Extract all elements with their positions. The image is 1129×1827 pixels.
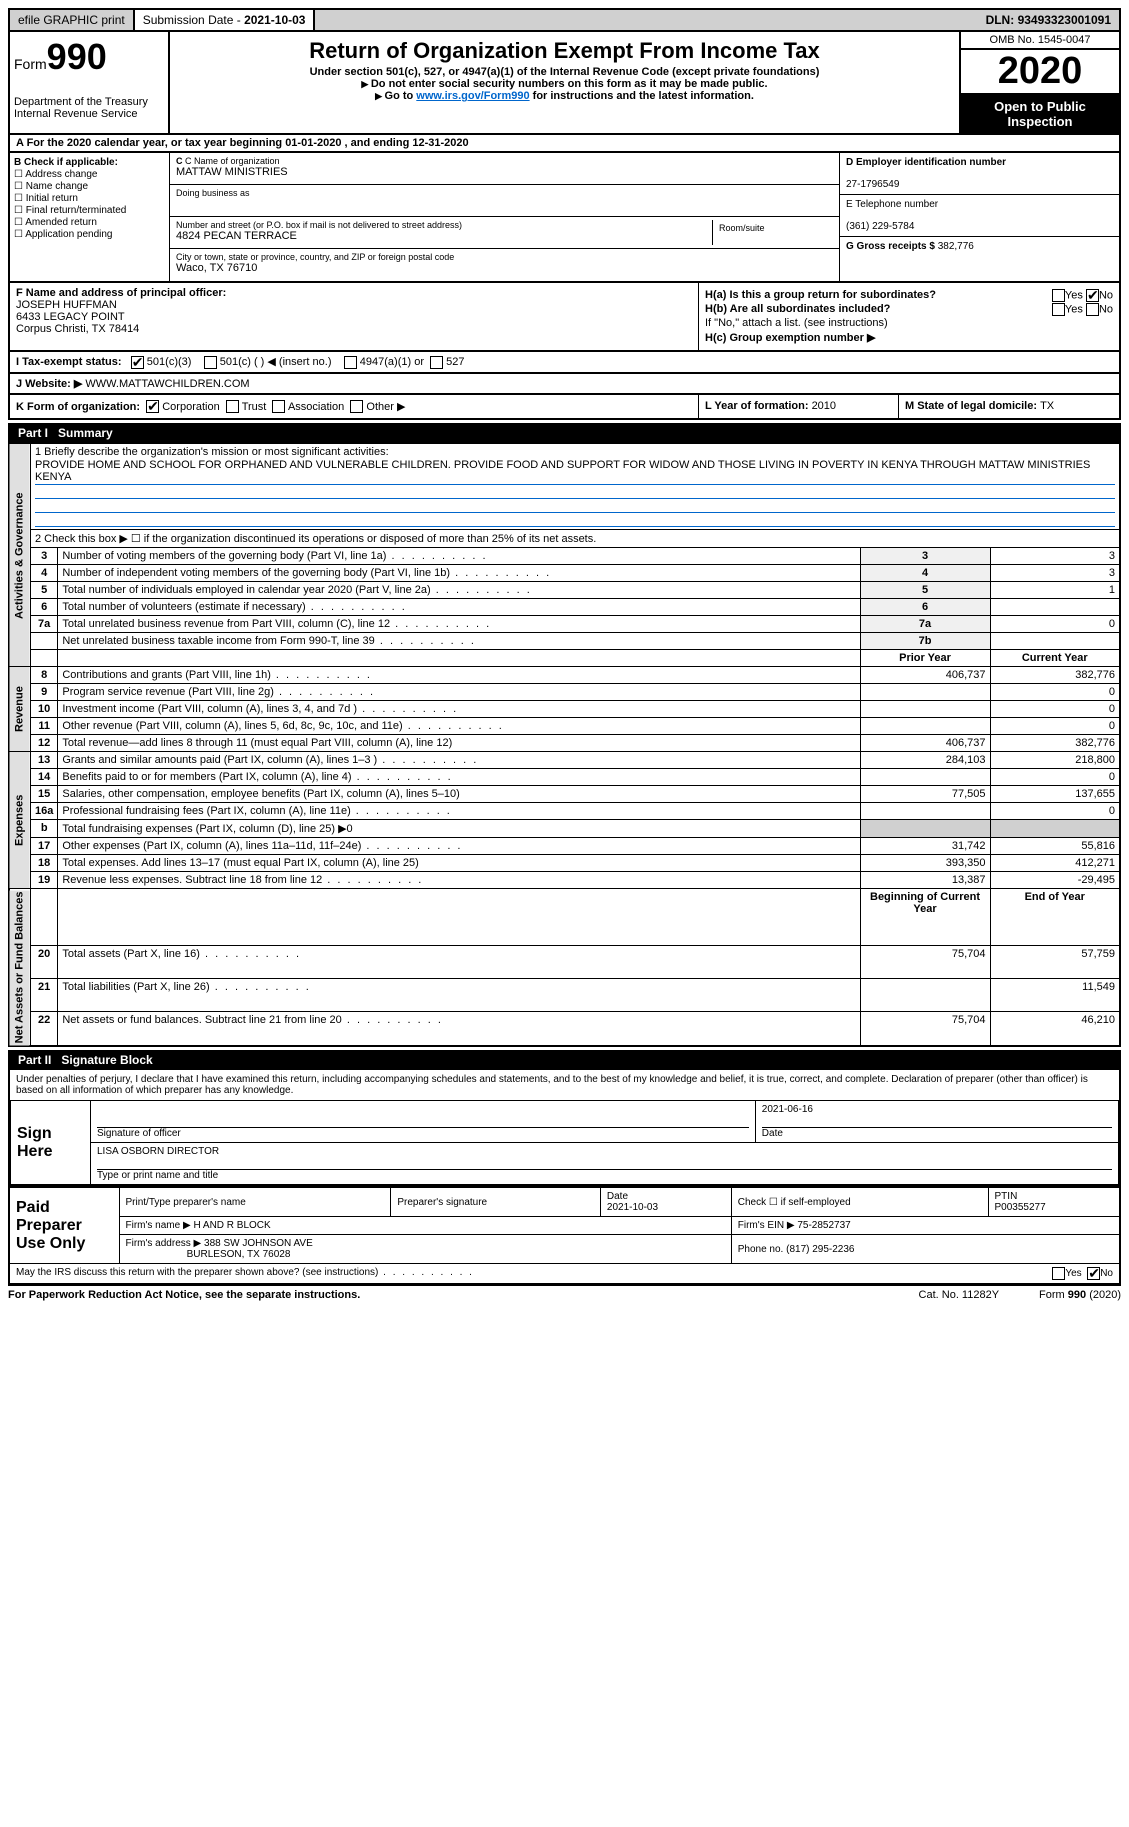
city-field: City or town, state or province, country… xyxy=(170,249,839,281)
vtab-governance: Activities & Governance xyxy=(9,444,31,667)
irs-discuss-row: May the IRS discuss this return with the… xyxy=(9,1264,1120,1285)
chk-final[interactable]: ☐ Final return/terminated xyxy=(14,205,165,216)
column-c: C C Name of organization MATTAW MINISTRI… xyxy=(170,153,839,281)
chk-527[interactable] xyxy=(430,356,443,369)
firm-phone-cell: Phone no. (817) 295-2236 xyxy=(731,1235,1120,1264)
signature-block: Under penalties of perjury, I declare th… xyxy=(8,1070,1121,1187)
header-center: Return of Organization Exempt From Incom… xyxy=(170,32,959,133)
form-title: Return of Organization Exempt From Incom… xyxy=(178,38,951,64)
part2-bar: Part II Signature Block xyxy=(8,1050,1121,1070)
header-right: OMB No. 1545-0047 2020 Open to Public In… xyxy=(959,32,1119,133)
hb-yes[interactable] xyxy=(1052,303,1065,316)
section-fh: F Name and address of principal officer:… xyxy=(8,283,1121,352)
dept-label: Department of the Treasury Internal Reve… xyxy=(14,96,164,120)
pra-notice: For Paperwork Reduction Act Notice, see … xyxy=(8,1289,360,1301)
q2-row: 2 Check this box ▶ ☐ if the organization… xyxy=(31,530,1121,548)
chk-trust[interactable] xyxy=(226,400,239,413)
chk-corp[interactable] xyxy=(146,400,159,413)
l-year: L Year of formation: 2010 xyxy=(699,395,899,419)
phone-field: E Telephone number (361) 229-5784 xyxy=(840,195,1119,237)
irs-no[interactable] xyxy=(1087,1267,1100,1280)
chk-assoc[interactable] xyxy=(272,400,285,413)
address-field: Number and street (or P.O. box if mail i… xyxy=(170,217,839,249)
cat-no: Cat. No. 11282Y xyxy=(919,1289,1000,1301)
irs-link[interactable]: www.irs.gov/Form990 xyxy=(416,90,529,102)
subtitle-1: Under section 501(c), 527, or 4947(a)(1)… xyxy=(178,66,951,78)
firm-ein-cell: Firm's EIN ▶ 75-2852737 xyxy=(731,1217,1120,1235)
firm-addr-cell: Firm's address ▶ 388 SW JOHNSON AVE BURL… xyxy=(119,1235,731,1264)
row-a: A For the 2020 calendar year, or tax yea… xyxy=(8,135,1121,153)
chk-501c3[interactable] xyxy=(131,356,144,369)
tax-status-row: I Tax-exempt status: 501(c)(3) 501(c) ( … xyxy=(8,352,1121,374)
dba-field: Doing business as xyxy=(170,185,839,217)
m-state: M State of legal domicile: TX xyxy=(899,395,1119,419)
end-year-header: End of Year xyxy=(990,889,1120,946)
chk-address[interactable]: ☐ Address change xyxy=(14,169,165,180)
vtab-revenue: Revenue xyxy=(9,667,31,752)
subtitle-2: Do not enter social security numbers on … xyxy=(178,78,951,90)
hc-row: H(c) Group exemption number ▶ xyxy=(705,331,1113,344)
page-footer: For Paperwork Reduction Act Notice, see … xyxy=(8,1285,1121,1304)
chk-initial[interactable]: ☐ Initial return xyxy=(14,193,165,204)
mission-cell: 1 Briefly describe the organization's mi… xyxy=(31,444,1121,530)
sig-officer-cell: Signature of officer xyxy=(91,1101,756,1143)
column-f: F Name and address of principal officer:… xyxy=(10,283,699,350)
efile-label[interactable]: efile GRAPHIC print xyxy=(10,10,135,30)
sig-date-cell: 2021-06-16 Date xyxy=(755,1101,1118,1143)
chk-501c[interactable] xyxy=(204,356,217,369)
subtitle-3: Go to www.irs.gov/Form990 for instructio… xyxy=(178,90,951,102)
paid-preparer-table: Paid Preparer Use Only Print/Type prepar… xyxy=(8,1187,1121,1285)
hb-row: H(b) Are all subordinates included? Yes … xyxy=(705,303,1113,315)
form-header: Form990 Department of the Treasury Inter… xyxy=(8,32,1121,135)
vtab-netassets: Net Assets or Fund Balances xyxy=(9,889,31,1046)
prep-date: Date2021-10-03 xyxy=(600,1188,731,1217)
paid-label: Paid Preparer Use Only xyxy=(9,1188,119,1264)
vtab-expenses: Expenses xyxy=(9,752,31,889)
submission-date: Submission Date - 2021-10-03 xyxy=(135,10,316,30)
sig-declaration: Under penalties of perjury, I declare th… xyxy=(10,1070,1119,1100)
column-b: B Check if applicable: ☐ Address change … xyxy=(10,153,170,281)
sig-name-cell: LISA OSBORN DIRECTOR Type or print name … xyxy=(91,1143,1119,1185)
column-h: H(a) Is this a group return for subordin… xyxy=(699,283,1119,350)
chk-4947[interactable] xyxy=(344,356,357,369)
header-left: Form990 Department of the Treasury Inter… xyxy=(10,32,170,133)
hb-no[interactable] xyxy=(1086,303,1099,316)
form-number: Form990 xyxy=(14,36,164,78)
ha-no[interactable] xyxy=(1086,289,1099,302)
irs-yes[interactable] xyxy=(1052,1267,1065,1280)
section-bcd: B Check if applicable: ☐ Address change … xyxy=(8,153,1121,283)
ptin-cell: PTINP00355277 xyxy=(988,1188,1120,1217)
omb-number: OMB No. 1545-0047 xyxy=(961,32,1119,50)
current-year-header: Current Year xyxy=(990,650,1120,667)
gross-receipts: G Gross receipts $ 382,776 xyxy=(840,237,1119,256)
mission-text: PROVIDE HOME AND SCHOOL FOR ORPHANED AND… xyxy=(35,458,1115,485)
ha-yes[interactable] xyxy=(1052,289,1065,302)
form-footer: Form 990 (2020) xyxy=(1039,1289,1121,1301)
prior-year-header: Prior Year xyxy=(860,650,990,667)
summary-table: Activities & Governance 1 Briefly descri… xyxy=(8,443,1121,1047)
chk-pending[interactable]: ☐ Application pending xyxy=(14,229,165,240)
dln: DLN: 93493323001091 xyxy=(978,10,1119,30)
inspection-label: Open to Public Inspection xyxy=(961,95,1119,133)
org-name-field: C C Name of organization MATTAW MINISTRI… xyxy=(170,153,839,185)
k-form-org: K Form of organization: Corporation Trus… xyxy=(10,395,699,419)
ha-row: H(a) Is this a group return for subordin… xyxy=(705,289,1113,301)
hb-note: If "No," attach a list. (see instruction… xyxy=(705,317,1113,329)
ein-field: D Employer identification number 27-1796… xyxy=(840,153,1119,195)
column-d: D Employer identification number 27-1796… xyxy=(839,153,1119,281)
chk-other[interactable] xyxy=(350,400,363,413)
top-bar: efile GRAPHIC print Submission Date - 20… xyxy=(8,8,1121,32)
korg-row: K Form of organization: Corporation Trus… xyxy=(8,395,1121,421)
chk-name[interactable]: ☐ Name change xyxy=(14,181,165,192)
chk-amended[interactable]: ☐ Amended return xyxy=(14,217,165,228)
part1-bar: Part I Summary xyxy=(8,423,1121,443)
begin-year-header: Beginning of Current Year xyxy=(860,889,990,946)
sign-here-label: Sign Here xyxy=(11,1101,91,1185)
sign-here-table: Sign Here Signature of officer 2021-06-1… xyxy=(10,1100,1119,1185)
firm-name-cell: Firm's name ▶ H AND R BLOCK xyxy=(119,1217,731,1235)
tax-year: 2020 xyxy=(961,50,1119,95)
website-row: J Website: ▶ WWW.MATTAWCHILDREN.COM xyxy=(8,374,1121,395)
